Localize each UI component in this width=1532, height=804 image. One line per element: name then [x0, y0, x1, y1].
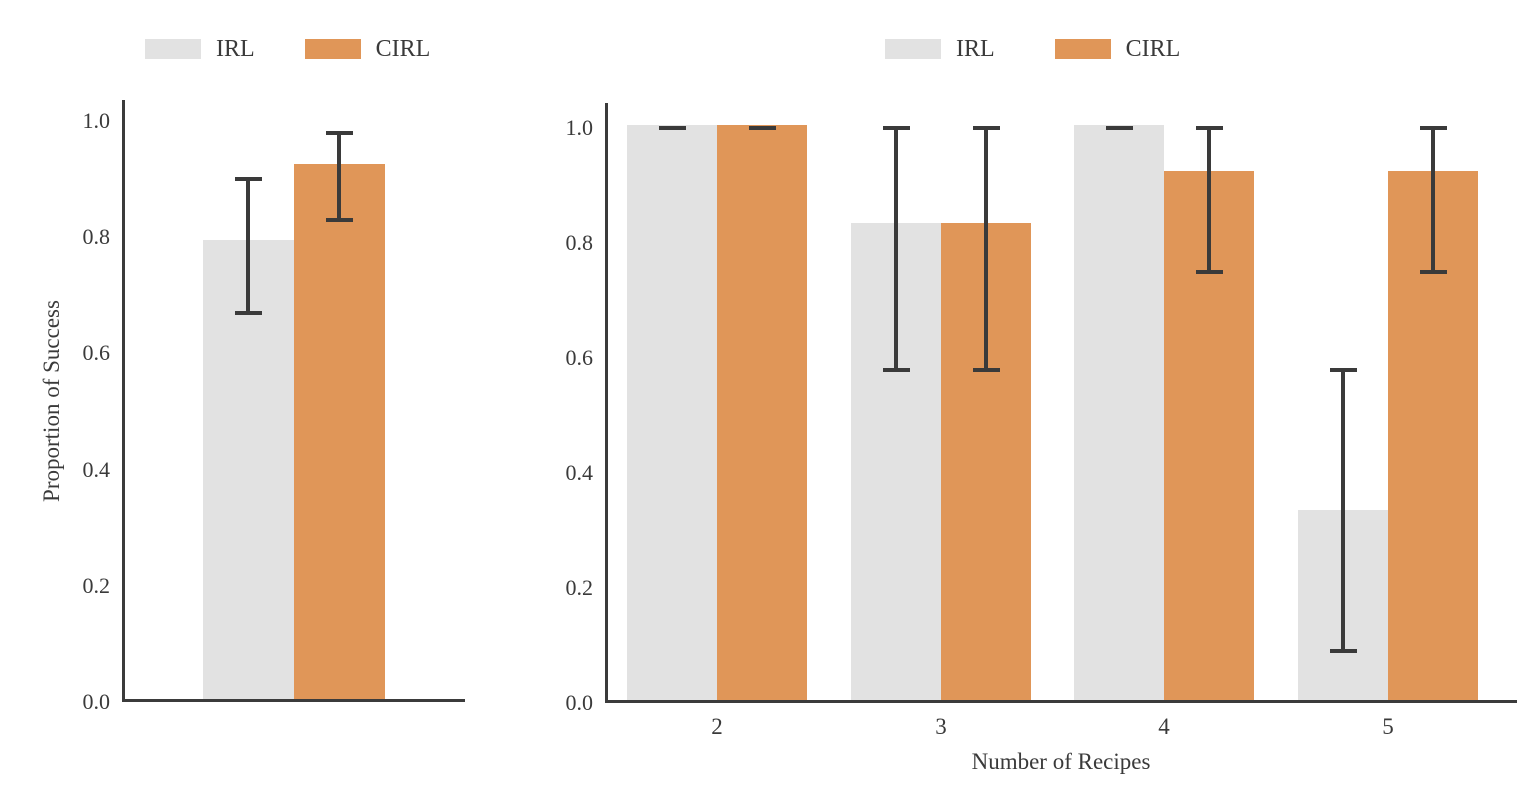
legend-item-cirl: CIRL — [1054, 36, 1181, 62]
left-x-axis-spine — [122, 699, 465, 702]
bar-cirl — [717, 125, 807, 700]
error-bar-cap-bottom — [325, 217, 353, 222]
error-bar-cap-bottom — [882, 367, 910, 372]
bar-cirl — [1388, 171, 1478, 700]
error-bar-cirl — [1419, 126, 1447, 274]
error-bar-stem — [1431, 128, 1435, 272]
y-tick-label: 0.8 — [82, 224, 111, 250]
error-bar-cap-bottom — [748, 126, 776, 130]
x-tick-label: 4 — [1158, 714, 1170, 739]
legend-label-cirl: CIRL — [1125, 36, 1181, 62]
x-tick-label: 2 — [711, 714, 723, 739]
bar-cirl — [1164, 171, 1254, 700]
error-bar-stem — [246, 179, 250, 313]
error-bar-stem — [894, 128, 898, 370]
cirl-swatch — [1054, 39, 1111, 59]
y-tick-label: 1.0 — [565, 115, 594, 140]
error-bar-cap-bottom — [1195, 269, 1223, 274]
error-bar-cirl — [325, 130, 353, 222]
y-tick-label: 0.4 — [565, 460, 594, 485]
error-bar-cap-top — [1329, 367, 1357, 372]
y-tick-label: 0.8 — [565, 230, 594, 255]
irl-swatch — [145, 39, 201, 59]
bar-irl — [851, 222, 941, 700]
error-bar-stem — [984, 128, 988, 370]
bar-irl — [1298, 510, 1388, 700]
error-bar-cap-bottom — [1419, 269, 1447, 274]
y-tick-label: 0.4 — [82, 456, 111, 482]
right-x-axis-spine — [605, 700, 1517, 703]
error-bar-cap-bottom — [234, 310, 262, 315]
legend-item-irl: IRL — [885, 36, 995, 62]
error-bar-stem — [337, 132, 341, 220]
error-bar-cirl — [1195, 126, 1223, 274]
right-plot-area: 0.0 0.2 0.4 0.6 0.8 1.0 2 3 4 5 — [566, 103, 1517, 739]
error-bar-cap-top — [234, 177, 262, 182]
y-tick-label: 0.6 — [82, 340, 111, 366]
error-bar-cap-top — [1195, 126, 1223, 130]
error-bar-cap-top — [972, 126, 1000, 130]
error-bar-cap-bottom — [658, 126, 686, 130]
bar-irl — [1074, 125, 1164, 700]
y-tick-label: 0.2 — [82, 572, 111, 598]
y-axis-label: Proportion of Success — [39, 300, 64, 502]
error-bar-cap-top — [1105, 126, 1133, 130]
bar-irl — [627, 125, 717, 700]
bar-irl — [202, 240, 294, 699]
error-bar-cap-bottom — [1329, 649, 1357, 654]
legend-label-cirl: CIRL — [375, 36, 431, 62]
legend-item-cirl: CIRL — [304, 36, 431, 62]
left-legend: IRL CIRL — [145, 36, 430, 62]
error-bar-cap-top — [748, 126, 776, 130]
error-bar-cirl — [972, 126, 1000, 372]
right-y-axis-spine — [605, 103, 608, 703]
x-tick-label: 3 — [935, 714, 947, 739]
left-plot-area: 0.0 0.2 0.4 0.6 0.8 1.0 — [83, 100, 465, 714]
bar-cirl — [941, 222, 1031, 700]
y-tick-label: 0.0 — [82, 689, 111, 714]
y-tick-label: 0.6 — [565, 345, 594, 370]
error-bar-cap-bottom — [972, 367, 1000, 372]
error-bar-stem — [1341, 369, 1345, 652]
right-legend: IRL CIRL — [885, 36, 1180, 62]
error-bar-irl — [234, 177, 262, 315]
error-bar-cap-top — [325, 130, 353, 135]
bar-cirl — [293, 164, 385, 699]
irl-swatch — [885, 39, 941, 59]
error-bar-cap-top — [882, 126, 910, 130]
error-bar-irl — [1329, 367, 1357, 654]
legend-label-irl: IRL — [956, 36, 995, 62]
y-tick-label: 1.0 — [82, 108, 111, 133]
x-axis-label: Number of Recipes — [971, 749, 1151, 774]
legend-label-irl: IRL — [216, 36, 255, 62]
x-tick-label: 5 — [1382, 714, 1394, 739]
error-bar-irl — [882, 126, 910, 372]
error-bar-cap-top — [1419, 126, 1447, 130]
error-bar-stem — [1207, 128, 1211, 272]
error-bar-cap-top — [658, 126, 686, 130]
left-y-axis-spine — [122, 100, 125, 702]
cirl-swatch — [304, 39, 361, 59]
y-tick-label: 0.2 — [565, 575, 594, 600]
error-bar-cap-bottom — [1105, 126, 1133, 130]
y-tick-label: 0.0 — [565, 690, 594, 715]
legend-item-irl: IRL — [145, 36, 255, 62]
